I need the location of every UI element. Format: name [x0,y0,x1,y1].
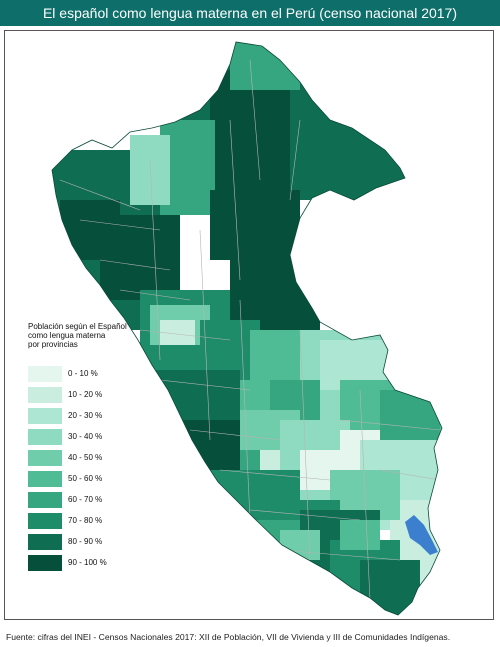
legend-swatch [28,470,62,487]
legend-label: 30 - 40 % [68,432,103,441]
legend-item: 10 - 20 % [28,384,158,405]
province-border [239,299,251,521]
legend-item: 90 - 100 % [28,552,158,573]
province-border [279,549,401,561]
province-border [119,289,191,301]
legend-items: 0 - 10 % 10 - 20 % 20 - 30 % 30 - 40 % 40 - … [28,363,158,573]
map-title: El español como lengua materna en el Per… [42,5,458,21]
legend-title-line: Población según el Español [28,322,127,331]
legend-item: 20 - 30 % [28,405,158,426]
legend-item: 70 - 80 % [28,510,158,531]
source-footer: Fuente: cifras del INEI - Censos Naciona… [6,632,451,642]
province-border [149,159,161,361]
legend-item: 0 - 10 % [28,363,158,384]
province-region [160,320,195,345]
legend-swatch [28,428,62,445]
legend-title-line: como lengua materna [28,331,106,340]
province-borders [59,59,441,601]
province-region [380,390,440,440]
province-border [379,469,441,481]
province-border [229,119,241,281]
legend-label: 90 - 100 % [68,558,107,567]
legend-item: 80 - 90 % [28,531,158,552]
legend-label: 80 - 90 % [68,537,103,546]
province-region [340,520,380,550]
legend-swatch [28,554,62,571]
province-border [99,259,171,271]
province-border [339,419,441,431]
legend-swatch [28,407,62,424]
legend-title: Población según el Español como lengua m… [28,322,153,349]
province-border [249,509,361,521]
legend-item: 30 - 40 % [28,426,158,447]
province-region [230,42,300,90]
legend-item: 50 - 60 % [28,468,158,489]
province-border [289,119,301,201]
legend-item: 60 - 70 % [28,489,158,510]
legend-label: 60 - 70 % [68,495,103,504]
legend-swatch [28,491,62,508]
legend: Población según el Español como lengua m… [28,322,158,573]
province-region [60,200,110,260]
legend-swatch [28,512,62,529]
legend-swatch [28,386,62,403]
legend-item: 40 - 50 % [28,447,158,468]
legend-label: 40 - 50 % [68,453,103,462]
legend-swatch [28,533,62,550]
lake-titicaca [405,515,438,555]
title-bar: El español como lengua materna en el Per… [0,0,500,26]
legend-swatch [28,449,62,466]
province-border [219,469,331,481]
province-region [360,560,420,615]
legend-label: 10 - 20 % [68,390,103,399]
province-border [249,59,261,181]
legend-label: 0 - 10 % [68,369,98,378]
legend-label: 50 - 60 % [68,474,103,483]
province-border [79,219,161,231]
province-region [130,135,170,205]
legend-label: 20 - 30 % [68,411,103,420]
province-border [189,429,281,441]
province-border [359,389,371,601]
legend-label: 70 - 80 % [68,516,103,525]
country-outline [51,41,443,616]
legend-title-line: por provincias [28,340,78,349]
legend-swatch [28,365,62,382]
province-border [59,179,141,211]
province-border [199,229,211,441]
province-region [160,120,215,215]
province-region [230,250,320,330]
province-border [139,329,231,341]
province-region [320,340,390,390]
province-border [299,329,311,561]
province-region [290,90,420,200]
province-border [159,379,251,391]
province-region [210,190,300,260]
